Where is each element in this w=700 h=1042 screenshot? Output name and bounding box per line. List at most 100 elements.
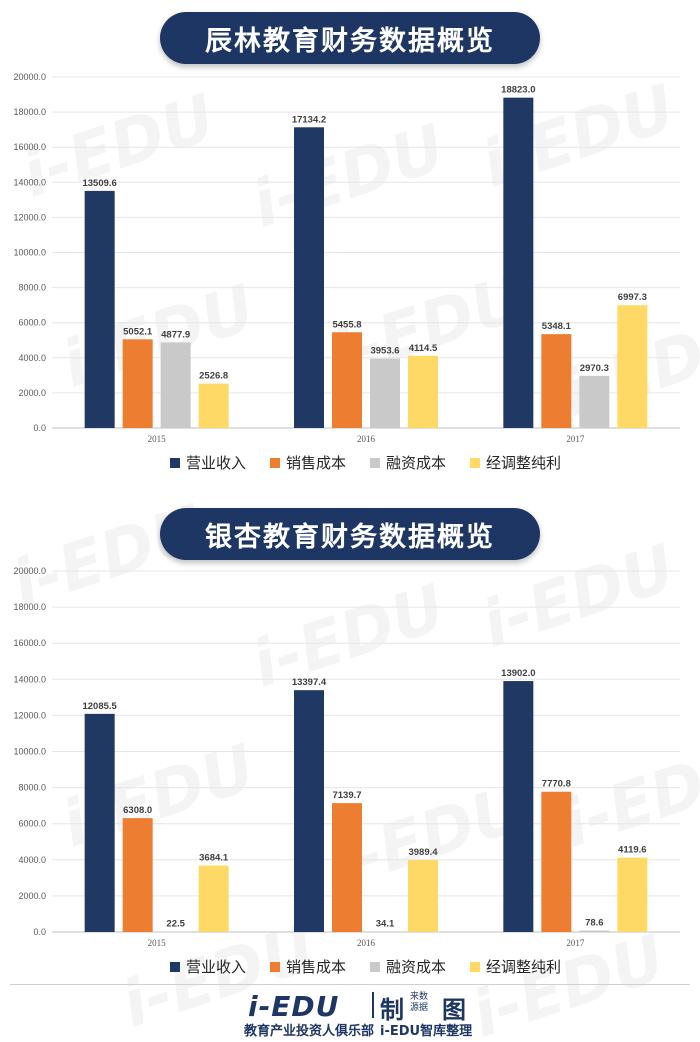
data-label: 6308.0 [123,805,152,816]
bar [160,931,191,933]
y-tick-label: 16000.0 [13,142,46,152]
logo-char-zhi: 制 [380,996,404,1024]
bar [122,818,153,932]
data-label: 13902.0 [501,668,535,679]
legend-label: 营业收入 [186,958,246,976]
bar-chart-chenlin: 0.0 2000.0 4000.0 6000.0 8000.0 10000.0 12000.… [13,72,680,472]
data-label: 3989.4 [408,847,438,858]
y-tick-label: 6000.0 [18,318,46,328]
bar [122,339,153,428]
y-tick-label: 0.0 [33,927,46,937]
data-label: 3953.6 [370,346,399,357]
legend-swatch [170,962,180,972]
data-label: 13397.4 [292,677,327,688]
data-label: 13509.6 [82,178,116,189]
y-tick-label: 6000.0 [18,819,46,829]
data-label: 12085.5 [82,701,117,712]
legend-swatch [270,962,280,972]
y-tick-label: 12000.0 [13,710,46,720]
legend-label: 经调整纯利 [486,454,561,472]
y-tick-label: 4000.0 [18,353,46,363]
data-label: 5455.8 [332,319,361,330]
y-tick-label: 18000.0 [13,602,46,612]
bar [503,97,534,429]
bar [541,791,572,932]
data-label: 2526.8 [199,371,228,382]
bar [294,690,324,932]
logo-char-tu: 图 [442,996,466,1024]
x-tick-label: 2015 [148,938,167,948]
data-label: 18823.0 [501,85,535,96]
x-tick-label: 2017 [566,938,585,948]
data-label: 4114.5 [409,343,438,354]
bar [84,713,115,932]
bar [579,930,610,932]
chart-title-yinxing: 银杏教育财务数据概览 [160,508,540,560]
x-tick-label: 2016 [357,434,376,444]
bar [160,342,191,428]
data-label: 4119.6 [618,845,647,856]
bar [541,334,572,428]
data-label: 2970.3 [580,363,609,374]
logo-separator [372,992,374,1018]
legend-swatch [370,962,380,972]
data-label: 34.1 [376,918,395,929]
y-tick-label: 16000.0 [13,638,46,648]
y-tick-label: 8000.0 [18,283,46,293]
legend-swatch [470,458,480,468]
bar [294,127,324,428]
data-label: 17134.2 [292,114,326,125]
x-tick-label: 2017 [566,434,585,444]
footer-logo: i-EDU 制 来数源据 图 教育产业投资人俱乐部 i-EDU智库整理 [0,984,700,1042]
data-label: 5348.1 [542,321,572,332]
data-label: 7770.8 [542,779,571,790]
bar [408,859,438,932]
y-tick-label: 8000.0 [18,783,46,793]
logo-subtitle-right: i-EDU智库整理 [380,1024,473,1039]
bar [84,190,115,428]
iedu-logo: i-EDU [248,990,340,1023]
legend-swatch [370,458,380,468]
y-tick-label: 10000.0 [13,747,46,757]
chart-title-chenlin: 辰林教育财务数据概览 [160,12,540,64]
data-label: 7139.7 [332,790,361,801]
bar [370,931,400,932]
legend-swatch [470,962,480,972]
bar [332,332,362,428]
logo-small-text: 来数源据 [410,992,429,1013]
data-label: 3684.1 [199,853,229,864]
bar [617,305,648,428]
y-tick-label: 14000.0 [13,674,46,684]
data-label: 22.5 [166,919,185,930]
y-tick-label: 0.0 [33,423,46,433]
y-tick-label: 18000.0 [13,107,46,117]
bar [579,375,610,428]
y-tick-label: 2000.0 [18,891,46,901]
data-label: 4877.9 [161,329,190,340]
footer-divider [10,984,690,985]
bar [503,681,534,932]
y-tick-label: 4000.0 [18,855,46,865]
logo-subtitle-left: 教育产业投资人俱乐部 [244,1024,375,1039]
y-tick-label: 10000.0 [13,248,46,258]
legend-label: 融资成本 [386,958,446,976]
legend-label: 销售成本 [286,958,346,976]
legend-label: 经调整纯利 [486,958,561,976]
legend-label: 融资成本 [386,454,446,472]
y-tick-label: 20000.0 [13,72,46,82]
bar [198,383,229,428]
y-tick-label: 2000.0 [18,388,46,398]
bar [617,857,648,932]
bar [370,358,400,428]
legend-label: 营业收入 [186,454,246,472]
y-tick-label: 12000.0 [13,212,46,222]
data-label: 6997.3 [618,292,647,303]
x-tick-label: 2015 [148,434,167,444]
data-label: 5052.1 [123,326,153,337]
legend-swatch [170,458,180,468]
data-label: 78.6 [585,918,604,929]
bar [408,355,438,428]
bar-chart-yinxing: 0.0 2000.0 4000.0 6000.0 8000.0 10000.0 12000.… [13,566,680,976]
bar [198,865,229,932]
bar [332,803,362,932]
